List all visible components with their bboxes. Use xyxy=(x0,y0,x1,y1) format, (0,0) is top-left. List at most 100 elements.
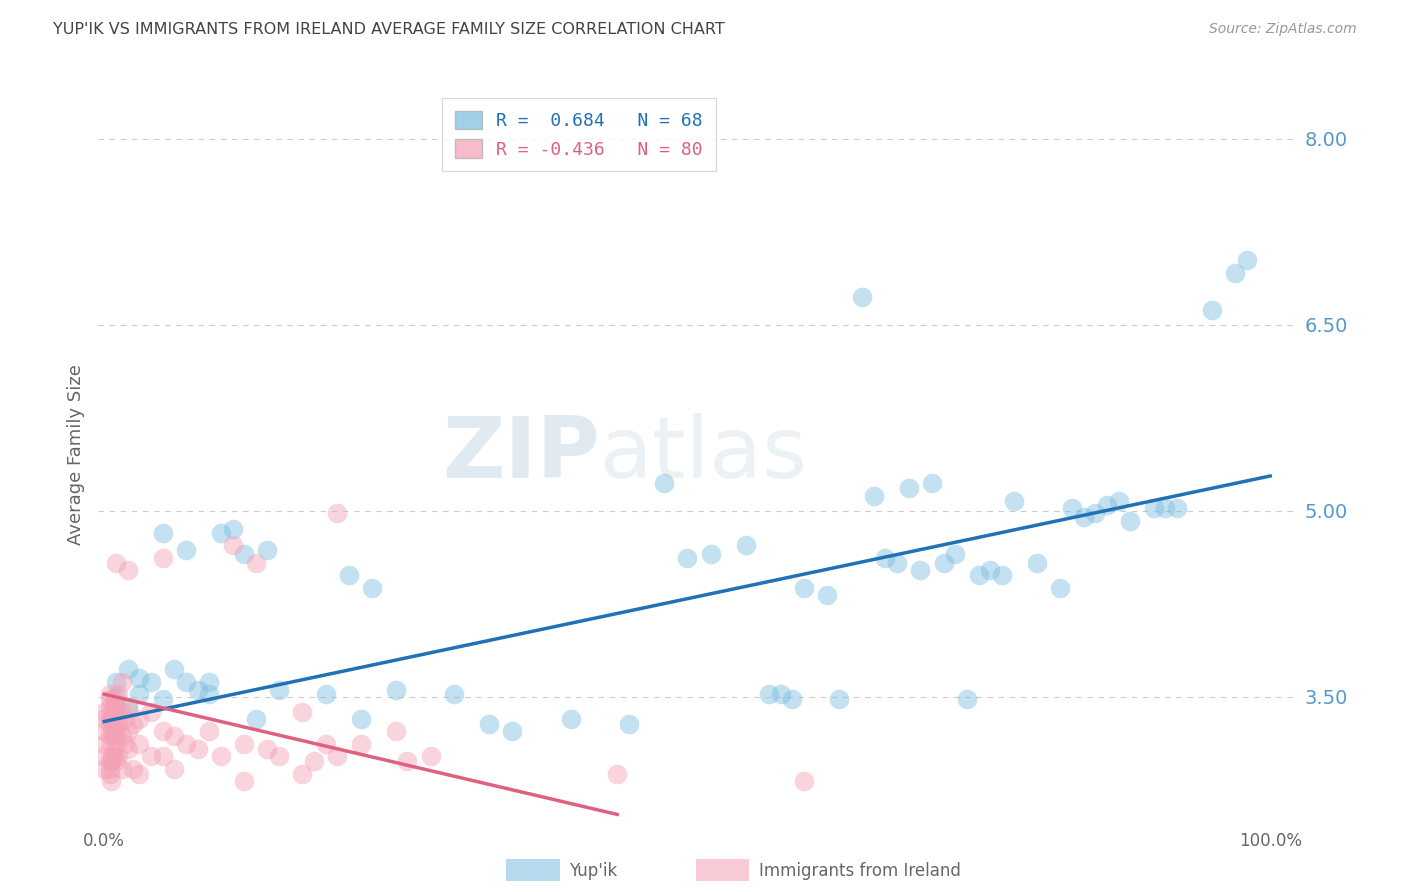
Text: atlas: atlas xyxy=(600,413,808,497)
Point xyxy=(396,754,419,768)
Y-axis label: Average Family Size: Average Family Size xyxy=(66,365,84,545)
Point xyxy=(198,674,221,689)
Point xyxy=(93,749,115,764)
Point xyxy=(101,749,124,764)
Point xyxy=(117,662,139,676)
Point xyxy=(103,724,125,739)
Legend: R =  0.684   N = 68, R = -0.436   N = 80: R = 0.684 N = 68, R = -0.436 N = 80 xyxy=(441,98,716,171)
Point xyxy=(560,712,582,726)
Point xyxy=(1201,302,1223,317)
Point xyxy=(606,766,628,780)
Point xyxy=(1108,493,1130,508)
Point xyxy=(104,699,127,714)
Text: YUP'IK VS IMMIGRANTS FROM IRELAND AVERAGE FAMILY SIZE CORRELATION CHART: YUP'IK VS IMMIGRANTS FROM IRELAND AVERAG… xyxy=(53,22,725,37)
Point xyxy=(103,749,125,764)
Point xyxy=(152,724,174,739)
Point xyxy=(104,737,127,751)
Point xyxy=(98,766,121,780)
Point xyxy=(111,762,134,776)
Point xyxy=(269,683,291,698)
Point xyxy=(350,712,373,726)
Point xyxy=(302,754,325,768)
Point xyxy=(233,737,256,751)
Point xyxy=(478,717,501,731)
Point xyxy=(104,729,127,743)
Text: Immigrants from Ireland: Immigrants from Ireland xyxy=(759,862,962,880)
Point xyxy=(326,506,349,520)
Point xyxy=(780,692,803,706)
Point xyxy=(98,729,121,743)
Point xyxy=(174,737,197,751)
Point xyxy=(98,762,121,776)
Point xyxy=(337,568,360,582)
Point xyxy=(617,717,640,731)
Point xyxy=(315,737,337,751)
Point xyxy=(186,683,208,698)
Point xyxy=(361,581,384,595)
Point xyxy=(98,699,121,714)
Point xyxy=(152,526,174,541)
Point xyxy=(793,581,815,595)
Point xyxy=(122,717,145,731)
Point xyxy=(1154,501,1177,516)
Point xyxy=(117,724,139,739)
Point xyxy=(1236,253,1258,268)
Point xyxy=(875,550,897,565)
Point xyxy=(93,762,115,776)
Point xyxy=(98,712,121,726)
Point xyxy=(104,712,127,726)
Point xyxy=(350,737,373,751)
Point xyxy=(139,705,162,719)
Point xyxy=(945,547,967,561)
Point xyxy=(1119,514,1142,528)
Point xyxy=(163,662,186,676)
Point xyxy=(139,674,162,689)
Point xyxy=(104,674,127,689)
Point xyxy=(100,754,122,768)
Point xyxy=(98,687,121,701)
Point xyxy=(979,563,1001,577)
Point xyxy=(1060,501,1083,516)
Point xyxy=(117,699,139,714)
Point xyxy=(851,290,873,304)
Point xyxy=(100,774,122,789)
Point xyxy=(114,712,136,726)
Point xyxy=(117,563,139,577)
Point xyxy=(209,749,232,764)
Point xyxy=(862,489,884,503)
Point xyxy=(1026,556,1049,570)
Point xyxy=(967,568,990,582)
Point xyxy=(676,550,699,565)
Point xyxy=(174,543,197,558)
Point xyxy=(932,556,955,570)
Point xyxy=(233,547,256,561)
Point xyxy=(245,712,267,726)
Point xyxy=(699,547,721,561)
Point xyxy=(1084,506,1107,520)
Point xyxy=(100,705,122,719)
Point xyxy=(103,692,125,706)
Point xyxy=(104,699,127,714)
Point xyxy=(815,588,838,602)
Point xyxy=(128,687,150,701)
Point xyxy=(652,476,675,491)
Point xyxy=(221,522,243,536)
Point xyxy=(198,687,221,701)
Point xyxy=(93,724,115,739)
Point xyxy=(104,724,127,739)
Point xyxy=(152,550,174,565)
Point xyxy=(256,741,278,756)
Point xyxy=(886,556,908,570)
Point xyxy=(104,556,127,570)
Point xyxy=(128,766,150,780)
Point xyxy=(221,538,243,552)
Point xyxy=(107,717,129,731)
Point xyxy=(163,762,186,776)
Point xyxy=(198,724,221,739)
Point xyxy=(828,692,851,706)
Point xyxy=(793,774,815,789)
Point xyxy=(122,762,145,776)
Point xyxy=(98,692,121,706)
Point xyxy=(897,482,920,496)
Point xyxy=(1073,509,1095,524)
